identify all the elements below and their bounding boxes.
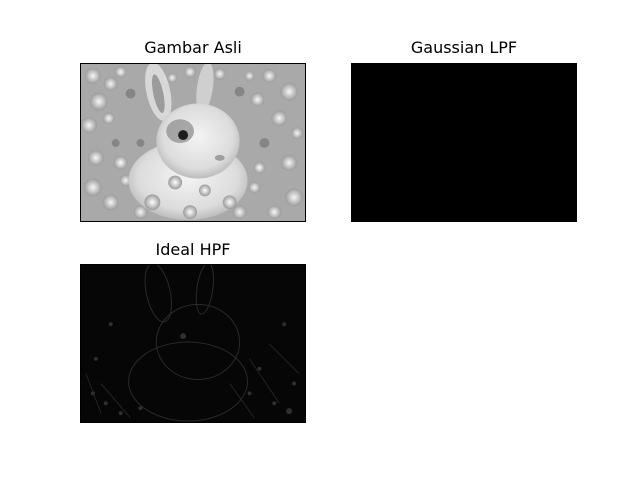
ideal-hpf-image bbox=[80, 264, 306, 423]
hpf-edge-image bbox=[81, 265, 305, 422]
panel-title-original: Gambar Asli bbox=[144, 38, 242, 57]
panel-title-gaussian-lpf: Gaussian LPF bbox=[410, 38, 518, 57]
gaussian-lpf-image bbox=[351, 63, 577, 222]
rabbit-grayscale-photo bbox=[81, 64, 305, 221]
panel-title-ideal-hpf: Ideal HPF bbox=[155, 240, 231, 259]
original-image bbox=[80, 63, 306, 222]
